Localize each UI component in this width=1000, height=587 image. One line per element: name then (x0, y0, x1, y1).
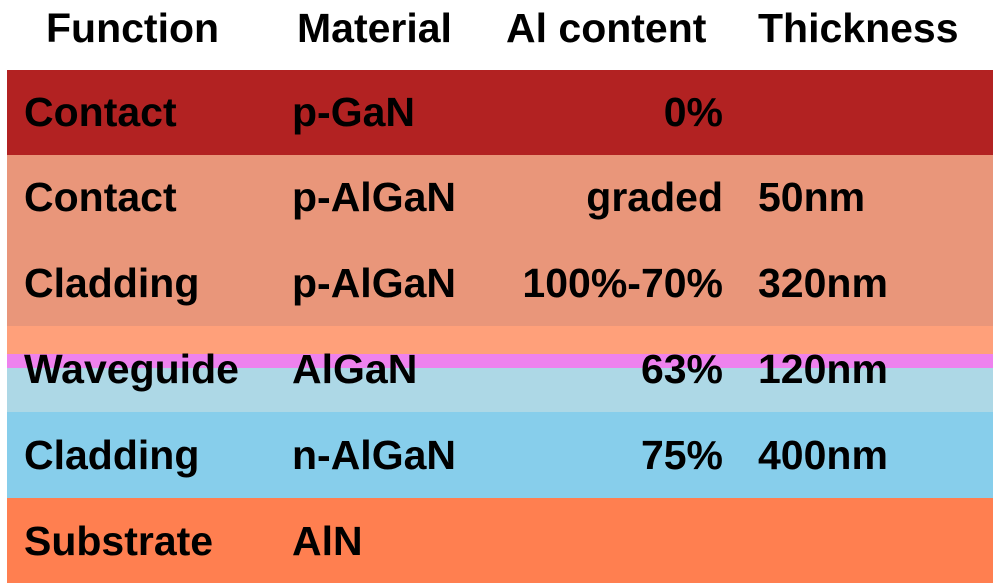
table-row: Cladding n-AlGaN 75% 400nm (0, 413, 1000, 498)
row-al-content: 0% (663, 89, 723, 135)
table-row: Contact p-GaN 0% (0, 70, 1000, 155)
row-function: Contact (24, 89, 177, 135)
table-row: Substrate AlN (0, 499, 1000, 584)
row-al-content: graded (586, 174, 723, 220)
layer-band-substrate (7, 498, 993, 583)
row-material: p-AlGaN (292, 260, 456, 306)
row-function: Substrate (24, 518, 214, 564)
header-material: Material (297, 5, 452, 51)
layer-band-p-gan-contact (7, 70, 993, 155)
row-al-content: 75% (640, 432, 723, 478)
row-material: p-AlGaN (292, 174, 456, 220)
row-material: p-GaN (292, 89, 415, 135)
row-material: n-AlGaN (292, 432, 456, 478)
row-function: Waveguide (24, 346, 239, 392)
table-header: Function Material Al content Thickness (0, 0, 1000, 66)
row-function: Contact (24, 174, 177, 220)
row-thickness: 320nm (758, 260, 888, 306)
table-row: Cladding p-AlGaN 100%-70% 320nm (0, 241, 1000, 326)
row-al-content: 63% (640, 346, 723, 392)
layer-band-quantum-well (7, 354, 993, 368)
table-row: Waveguide AlGaN 63% 120nm (0, 327, 1000, 412)
row-thickness: 120nm (758, 346, 888, 392)
layer-band-p-algan (7, 155, 993, 326)
layer-band-waveguide-upper (7, 326, 993, 354)
header-al-content: Al content (506, 5, 707, 51)
row-thickness: 400nm (758, 432, 888, 478)
row-al-content: 100%-70% (522, 260, 723, 306)
header-function: Function (46, 5, 220, 51)
row-material: AlGaN (292, 346, 418, 392)
header-thickness: Thickness (758, 5, 959, 51)
layer-band-waveguide-lower (7, 368, 993, 412)
row-material: AlN (292, 518, 363, 564)
row-function: Cladding (24, 432, 200, 478)
table-row: Contact p-AlGaN graded 50nm (0, 155, 1000, 240)
layer-band-n-algan (7, 412, 993, 498)
row-function: Cladding (24, 260, 200, 306)
row-thickness: 50nm (758, 174, 866, 220)
